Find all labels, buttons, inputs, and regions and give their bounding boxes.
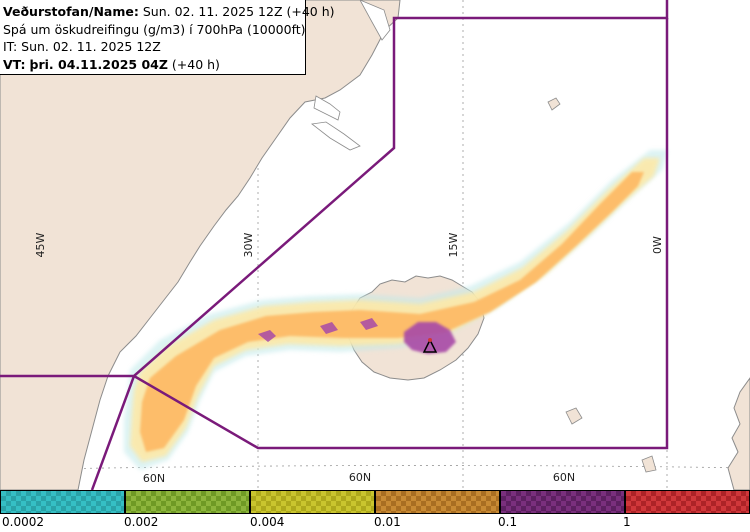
lat-label-60n-1: 60N: [143, 472, 165, 485]
info-row-description: Spá um öskudreifingu (g/m3) í 700hPa (10…: [3, 21, 306, 37]
lon-label-45w: 45W: [34, 232, 47, 257]
lat-label-60n-3: 60N: [553, 471, 575, 484]
info-row-name: Veðurstofan/Name: Sun. 02. 11. 2025 12Z …: [3, 3, 335, 21]
norway-coast: [727, 377, 750, 490]
lon-label-30w: 30W: [242, 232, 255, 257]
legend-segment: [625, 490, 750, 514]
legend-segment: [250, 490, 375, 514]
legend-tick: 0.1: [498, 515, 518, 529]
legend-segment: [125, 490, 250, 514]
map-canvas: 45W 30W 15W 0W 60N 60N 60N: [0, 0, 750, 490]
vt-value: (+40 h): [171, 56, 220, 72]
longitude-labels: 45W 30W 15W 0W: [34, 232, 664, 257]
legend-tick: 0.01: [374, 515, 401, 529]
lon-label-15w: 15W: [447, 232, 460, 257]
legend-segment: [375, 490, 500, 514]
legend-tick: 0.0002: [2, 515, 44, 529]
vt-label: VT:: [3, 56, 26, 72]
fir-boundary: [0, 0, 669, 490]
latitude-labels: 60N 60N 60N: [143, 471, 575, 485]
name-label: Veðurstofan/Name:: [3, 4, 139, 19]
info-row-valid-time: VT: þri. 04.11.2025 04Z (+40 h): [3, 56, 305, 74]
greenland-land: [0, 0, 401, 490]
forecast-info-box: Veðurstofan/Name: Sun. 02. 11. 2025 12Z …: [0, 0, 335, 75]
legend-tick: 1: [623, 515, 631, 529]
legend-segment: [0, 490, 125, 514]
lon-label-0w: 0W: [651, 236, 664, 254]
volcano-triangle-icon: [422, 338, 438, 353]
legend-tick: 0.004: [250, 515, 285, 529]
lat-label-60n-2: 60N: [349, 471, 371, 484]
name-value: Sun. 02. 11. 2025 12Z (+40 h): [142, 4, 335, 19]
legend-color-bar: [0, 490, 750, 516]
vt-value-bold: þri. 04.11.2025 04Z: [29, 56, 168, 72]
info-row-initial-time: IT: Sun. 02. 11. 2025 12Z: [3, 39, 161, 54]
legend-segment: [500, 490, 625, 514]
legend-tick: 0.002: [124, 515, 159, 529]
concentration-legend: 0.0002 0.002 0.004 0.01 0.1 1: [0, 490, 750, 532]
